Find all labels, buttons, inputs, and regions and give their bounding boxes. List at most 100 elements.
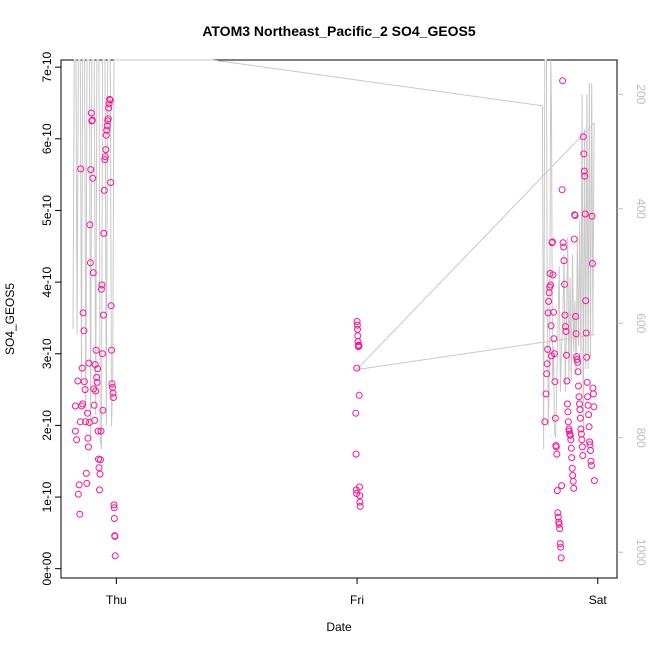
data-point-153 [568,454,576,462]
data-point-114 [549,271,557,279]
y-tick-label-1: 1e-10 [40,481,54,512]
data-point-34 [91,416,99,424]
series-points [71,77,598,562]
data-point-26 [87,166,95,174]
data-point-8 [77,165,85,173]
data-point-51 [99,406,107,414]
data-point-196 [588,260,596,267]
data-point-48 [97,285,105,293]
y-tick-label-5: 5e-10 [40,195,54,226]
data-point-156 [569,477,577,485]
chart-title: ATOM3 Northeast_Pacific_2 SO4_GEOS5 [202,23,476,39]
data-point-87 [354,325,361,333]
data-point-54 [100,186,108,194]
data-point-150 [566,431,574,439]
data-point-197 [589,384,597,392]
data-point-66 [106,96,114,104]
data-point-123 [553,487,561,495]
data-point-73 [110,394,117,401]
data-point-59 [103,126,111,134]
x-axis: Thu Fri Sat [106,578,607,607]
data-point-33 [90,401,98,409]
data-point-55 [101,156,109,164]
data-point-3 [74,377,82,385]
data-point-39 [93,378,101,386]
data-point-102 [543,360,551,368]
data-point-99 [541,418,549,426]
data-point-115 [550,308,557,316]
data-point-27 [87,109,95,117]
data-point-134 [559,77,567,85]
data-point-44 [96,486,103,494]
data-point-12 [79,309,87,317]
data-point-58 [102,131,110,139]
y-axis-label: SO4_GEOS5 [3,283,17,355]
data-point-69 [108,346,115,354]
data-point-30 [89,174,97,182]
data-point-136 [560,243,568,251]
data-point-117 [550,350,558,358]
data-point-101 [543,370,551,378]
data-point-63 [105,104,113,112]
data-point-97 [356,498,364,506]
y-tick-label-0: 0e+00 [40,552,54,586]
data-point-31 [89,269,97,277]
data-point-170 [576,406,584,414]
data-point-151 [567,436,575,444]
data-point-200 [590,477,598,485]
y2-tick-label-3: 800 [634,428,648,448]
data-point-146 [564,418,572,426]
data-point-174 [578,436,586,444]
data-point-6 [76,510,84,518]
data-point-17 [82,469,90,477]
y-tick-label-6: 6e-10 [40,123,54,154]
data-point-188 [585,411,593,419]
data-point-47 [97,427,105,435]
data-point-168 [575,393,583,401]
data-point-2 [73,436,81,444]
y2-tick-label-4: 1000 [634,539,648,566]
data-point-45 [96,470,104,478]
data-point-84 [353,364,361,372]
data-point-32 [90,385,98,393]
data-point-154 [568,464,576,472]
data-point-76 [110,515,118,522]
data-point-116 [550,335,558,343]
data-point-78 [111,532,119,540]
data-point-139 [561,311,569,319]
data-point-110 [547,322,555,330]
pressure-line-0 [72,59,595,450]
data-point-187 [584,401,592,409]
data-point-18 [83,479,91,487]
data-point-89 [354,338,362,346]
data-point-74 [110,501,118,509]
data-point-133 [558,186,566,194]
y-tick-label-3: 3e-10 [40,338,54,369]
data-point-176 [579,452,587,459]
data-point-178 [580,150,588,158]
y-tick-label-4: 4e-10 [40,266,54,297]
data-point-158 [570,235,578,243]
data-point-79 [111,552,119,560]
data-point-148 [565,427,573,435]
data-point-152 [567,444,575,452]
y2-tick-label-1: 400 [634,199,648,219]
x-tick-label-1: Fri [350,593,364,607]
data-point-105 [545,297,553,305]
data-point-180 [581,172,589,180]
data-point-190 [586,438,594,446]
data-point-68 [107,302,115,310]
data-point-181 [581,210,589,218]
data-point-5 [75,481,83,489]
data-point-177 [579,133,587,141]
data-point-21 [84,443,92,451]
data-point-164 [573,356,581,363]
y2-axis: 200 400 600 800 1000 [617,84,648,566]
data-point-57 [102,146,110,154]
data-point-192 [587,447,594,454]
data-point-46 [97,456,104,464]
y2-tick-label-2: 600 [634,313,648,333]
x-axis-label: Date [326,620,352,634]
data-point-138 [561,280,568,288]
